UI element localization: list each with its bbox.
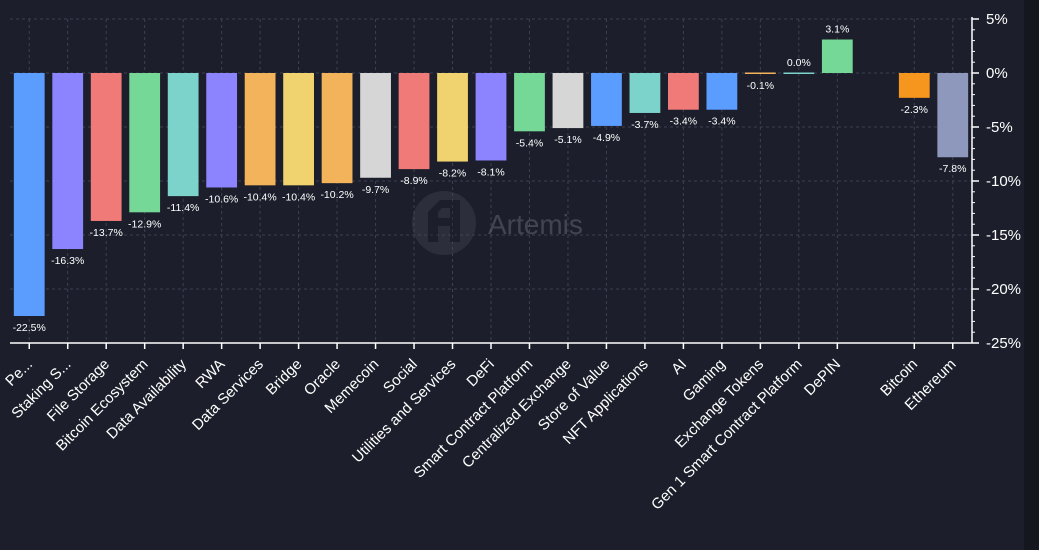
bar-value-label: -10.4%	[243, 191, 276, 203]
bar	[552, 73, 584, 129]
bar-value-label: -3.4%	[670, 116, 697, 128]
bar	[398, 73, 430, 170]
y-tick-label: 5%	[986, 11, 1008, 28]
y-tick-label: -5%	[986, 119, 1013, 136]
bar	[783, 72, 815, 74]
artemis-logo-icon	[412, 191, 476, 255]
x-tick-label: Pe...	[2, 356, 36, 390]
bar-value-label: -10.2%	[320, 189, 353, 201]
bar-value-label: -5.4%	[516, 137, 543, 149]
bar-value-label: -5.1%	[554, 134, 581, 146]
bar-value-label: -8.1%	[477, 166, 504, 178]
bar-value-label: -12.9%	[128, 218, 161, 230]
watermark-text: Artemis	[488, 209, 583, 240]
bar	[167, 73, 199, 197]
y-tick-label: -15%	[986, 227, 1021, 244]
bar	[514, 73, 545, 132]
bar-value-label: -8.9%	[400, 175, 427, 187]
bar	[321, 73, 353, 184]
bar	[437, 73, 468, 162]
y-tick-label: -10%	[986, 173, 1021, 190]
bar-value-label: -3.4%	[708, 116, 735, 128]
bar	[283, 73, 314, 186]
bar	[52, 73, 84, 250]
bar	[821, 39, 853, 73]
axis-layer: 5% 0% -5% -10% -15% -20% -25%	[10, 11, 1021, 352]
value-labels-layer: -22.5% -16.3% -13.7% -12.9% -11.4% -10.6% -10.…	[13, 24, 967, 334]
bar-value-label: -0.1%	[747, 80, 774, 92]
bar-value-label: -9.7%	[362, 184, 389, 196]
bar-value-label: -8.2%	[439, 168, 466, 180]
x-tick-label: AI	[668, 356, 690, 378]
bar	[244, 73, 276, 186]
bar-value-label: -10.4%	[282, 191, 315, 203]
y-tick-label: -20%	[986, 281, 1021, 298]
bar-value-label: 3.1%	[825, 24, 849, 36]
bar-value-label: -22.5%	[13, 322, 46, 334]
bar	[744, 72, 776, 74]
bar	[629, 73, 661, 113]
bar	[937, 73, 969, 158]
bar-value-label: -10.6%	[205, 193, 238, 205]
y-tick-label: 0%	[986, 65, 1008, 82]
bar-value-label: -13.7%	[90, 227, 123, 239]
bar	[668, 73, 699, 110]
bar-value-label: -16.3%	[51, 255, 84, 267]
bar	[129, 73, 161, 213]
bar-value-label: -11.4%	[167, 202, 200, 214]
x-tick-label: DePIN	[801, 356, 844, 399]
bar	[90, 73, 122, 221]
bar	[898, 73, 930, 98]
bar	[706, 73, 738, 110]
bar	[360, 73, 391, 178]
y-tick-label: -25%	[986, 335, 1021, 352]
x-tick-label: Bridge	[263, 356, 306, 399]
x-tick-label: Gen 1 Smart Contract Platform	[648, 356, 806, 514]
bar-value-label: -3.7%	[631, 119, 658, 131]
bars-layer	[13, 39, 969, 316]
artemis-logo-glyph	[428, 200, 460, 242]
bar	[206, 73, 238, 188]
bar	[13, 73, 45, 316]
scroll-gutter	[1024, 0, 1039, 550]
bar-value-label: -2.3%	[901, 104, 928, 116]
bar	[591, 73, 622, 126]
watermark: Artemis	[412, 191, 583, 255]
x-tick-label: DeFi	[463, 356, 497, 390]
bar	[475, 73, 507, 161]
bar-value-label: 0.0%	[787, 57, 811, 69]
bar-value-label: -7.8%	[939, 163, 966, 175]
bar-value-label: -4.9%	[593, 132, 620, 144]
